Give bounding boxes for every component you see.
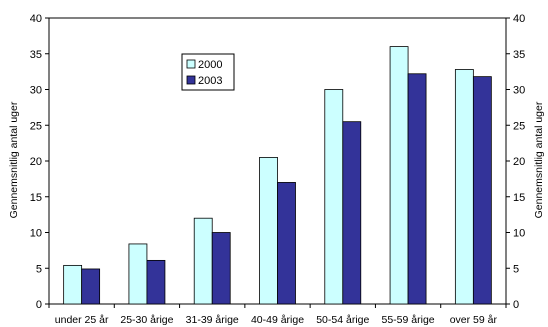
right-y-tick-label: 5 [513,263,519,275]
x-tick-label: 31-39 årige [186,314,239,326]
bar-2003-5 [342,121,362,305]
x-tick-label: 25-30 årige [120,314,173,326]
left-y-tick-label: 10 [30,228,42,240]
right-y-tick-label: 25 [513,120,525,132]
left-y-tick-label: 35 [30,49,42,61]
right-y-tick-label: 40 [513,13,525,25]
left-y-tick-label: 20 [30,156,42,168]
left-y-tick-label: 40 [30,13,42,25]
right-y-tick-label: 35 [513,49,525,61]
bar-2000-6 [389,46,409,305]
bar-2000-7 [454,69,474,305]
left-y-tick-label: 15 [30,192,42,204]
x-tick-label: 50-54 årige [316,314,369,326]
x-tick-label: 40-49 årige [251,314,304,326]
legend-swatch-2000 [186,59,196,69]
right-y-tick-label: 15 [513,192,525,204]
bar-2003-1 [81,268,101,305]
bar-2000-2 [128,243,148,305]
bar-2000-4 [259,157,278,305]
x-tick-label: over 59 år [450,314,498,326]
x-axis-tick-labels: under 25 år 25-30 årige 31-39 årige 40-49 å… [48,304,507,326]
legend-label-2003: 2003 [198,75,222,87]
right-y-axis: 0 5 10 15 20 25 30 35 40 [506,13,525,311]
right-y-tick-label: 10 [513,228,525,240]
y-axis-label-left: Gennemsnitlig antal uger [8,101,20,218]
bar-2000-1 [63,264,83,305]
bar-2003-3 [211,232,231,305]
bars [63,46,492,305]
left-y-tick-label: 0 [36,299,42,311]
right-y-tick-label: 30 [513,85,525,97]
bar-2003-2 [146,259,166,305]
bar-2003-4 [277,182,296,305]
legend-label-2000: 2000 [198,59,222,71]
left-y-tick-label: 25 [30,120,42,132]
bar-2000-5 [324,89,344,305]
x-tick-label: under 25 år [55,314,109,326]
left-y-tick-label: 5 [36,263,42,275]
x-tick-label: 55-59 årige [382,314,435,326]
y-axis-label-right: Gennemsnitlig antal uger [533,101,545,218]
right-y-tick-label: 20 [513,156,525,168]
left-y-axis: 0 5 10 15 20 25 30 35 40 [30,13,49,311]
legend: 2000 2003 [181,53,235,91]
left-y-tick-label: 30 [30,85,42,97]
bar-2000-3 [193,217,213,305]
right-y-tick-label: 0 [513,299,519,311]
bar-2003-6 [407,73,427,305]
bar-2003-7 [472,76,492,305]
legend-swatch-2003 [186,75,196,85]
